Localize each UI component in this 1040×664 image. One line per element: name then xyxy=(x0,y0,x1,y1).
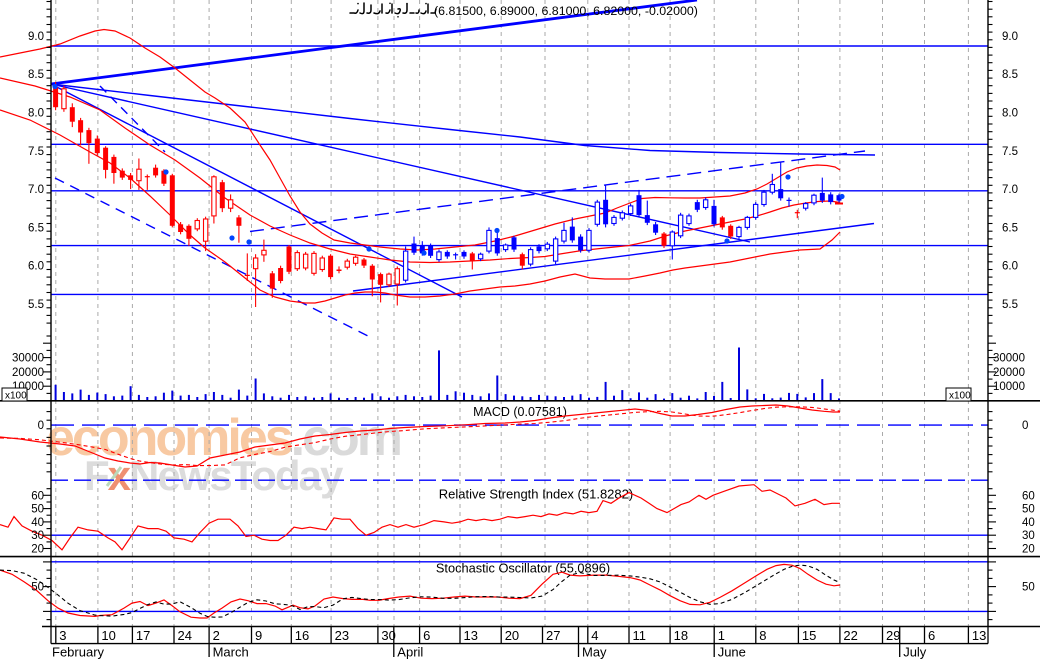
svg-text:(6.81500, 6.89000, 6.81000, 6.: (6.81500, 6.89000, 6.81000, 6.82000, -0.… xyxy=(434,4,698,18)
svg-text:16: 16 xyxy=(295,628,309,643)
svg-text:9.0: 9.0 xyxy=(1002,31,1018,43)
svg-text:5.5: 5.5 xyxy=(1002,299,1018,311)
svg-text:7.5: 7.5 xyxy=(1002,146,1018,158)
svg-text:20000: 20000 xyxy=(993,367,1025,379)
svg-text:FxNewsToday: FxNewsToday xyxy=(84,452,344,499)
svg-text:7.5: 7.5 xyxy=(28,146,44,158)
svg-text:economies.com: economies.com xyxy=(46,409,401,467)
svg-text:60: 60 xyxy=(1022,490,1035,502)
svg-text:17: 17 xyxy=(136,628,150,643)
svg-text:50: 50 xyxy=(1022,504,1035,516)
svg-text:13: 13 xyxy=(972,628,986,643)
svg-text:8.0: 8.0 xyxy=(1002,108,1018,120)
svg-text:7.0: 7.0 xyxy=(28,184,44,196)
svg-text:24: 24 xyxy=(178,628,192,643)
svg-text:April: April xyxy=(397,645,423,660)
svg-text:Stochastic Oscillator (55.0896: Stochastic Oscillator (55.0896) xyxy=(436,561,610,576)
svg-text:22: 22 xyxy=(843,628,857,643)
svg-text:Relative Strength Index (51.82: Relative Strength Index (51.8282) xyxy=(439,487,633,502)
svg-text:July: July xyxy=(903,645,927,660)
svg-text:13: 13 xyxy=(464,628,478,643)
svg-text:15: 15 xyxy=(802,628,816,643)
svg-text:4: 4 xyxy=(591,628,598,643)
svg-text:8.5: 8.5 xyxy=(28,69,44,81)
svg-text:20: 20 xyxy=(1022,544,1035,556)
svg-text:6: 6 xyxy=(423,628,430,643)
svg-text:8: 8 xyxy=(759,628,766,643)
svg-text:10: 10 xyxy=(101,628,115,643)
svg-text:60: 60 xyxy=(31,490,44,502)
svg-text:40: 40 xyxy=(31,517,44,529)
svg-text:10000: 10000 xyxy=(993,381,1025,393)
svg-text:x100: x100 xyxy=(949,391,971,402)
svg-text:6.5: 6.5 xyxy=(28,222,44,234)
svg-text:x100: x100 xyxy=(5,391,27,402)
svg-text:6.5: 6.5 xyxy=(1002,222,1018,234)
svg-text:9: 9 xyxy=(255,628,262,643)
svg-text:30000: 30000 xyxy=(12,353,44,365)
svg-text:7.0: 7.0 xyxy=(1002,184,1018,196)
svg-text:8.5: 8.5 xyxy=(1002,69,1018,81)
svg-text:29: 29 xyxy=(886,628,900,643)
svg-text:11: 11 xyxy=(633,628,647,643)
svg-text:1: 1 xyxy=(718,628,725,643)
svg-text:20: 20 xyxy=(505,628,519,643)
svg-text:50: 50 xyxy=(1022,582,1035,594)
svg-text:March: March xyxy=(213,645,249,660)
svg-text:8.0: 8.0 xyxy=(28,108,44,120)
svg-text:0: 0 xyxy=(1022,420,1028,432)
svg-text:5.5: 5.5 xyxy=(28,299,44,311)
svg-text:27: 27 xyxy=(546,628,560,643)
svg-text:0: 0 xyxy=(38,420,44,432)
svg-text:30000: 30000 xyxy=(993,353,1025,365)
svg-text:February: February xyxy=(52,645,105,660)
svg-text:30: 30 xyxy=(1022,530,1035,542)
svg-text:18: 18 xyxy=(674,628,688,643)
svg-text:6.0: 6.0 xyxy=(28,261,44,273)
svg-text:MACD (0.07581): MACD (0.07581) xyxy=(473,405,567,419)
svg-text:May: May xyxy=(582,645,607,660)
svg-text:June: June xyxy=(718,645,746,660)
svg-text:50: 50 xyxy=(31,582,44,594)
svg-text:3: 3 xyxy=(59,628,66,643)
svg-text:6.0: 6.0 xyxy=(1002,261,1018,273)
svg-text:23: 23 xyxy=(335,628,349,643)
svg-text:6: 6 xyxy=(928,628,935,643)
svg-text:20000: 20000 xyxy=(12,367,44,379)
svg-text:30: 30 xyxy=(381,628,395,643)
svg-text:30: 30 xyxy=(31,530,44,542)
svg-text:40: 40 xyxy=(1022,517,1035,529)
svg-text:20: 20 xyxy=(31,544,44,556)
svg-text:50: 50 xyxy=(31,504,44,516)
svg-text:2: 2 xyxy=(213,628,220,643)
svg-text:9.0: 9.0 xyxy=(28,31,44,43)
